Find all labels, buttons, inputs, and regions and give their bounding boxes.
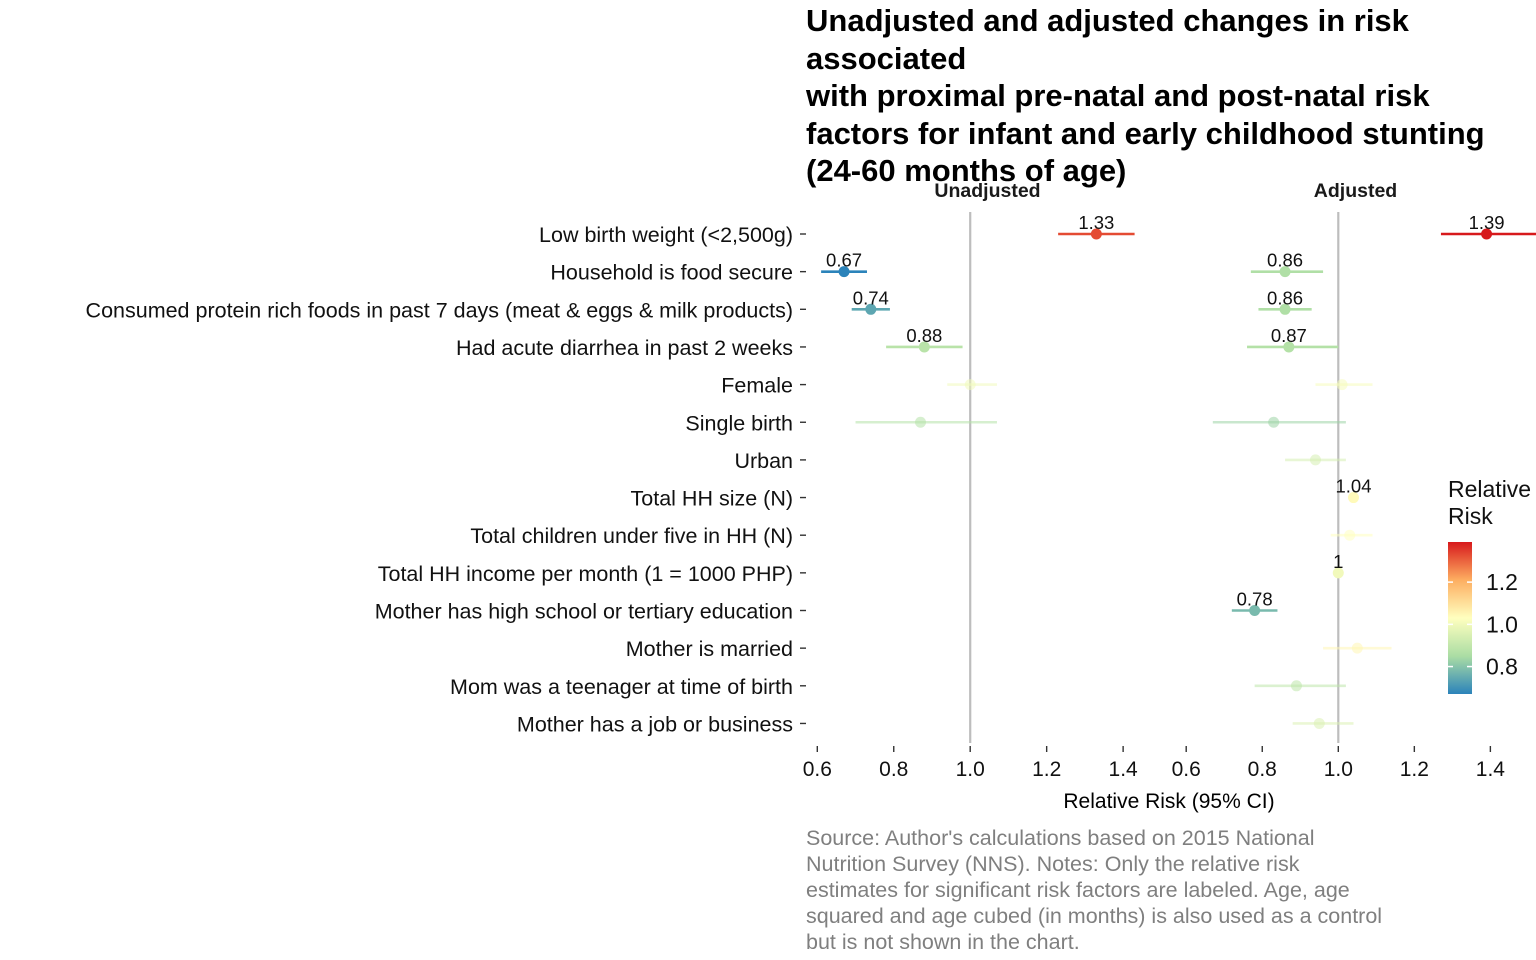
data-label: 1 (1333, 551, 1343, 572)
x-tick-label: 1.2 (1032, 758, 1061, 781)
point-estimate (1279, 266, 1291, 278)
legend-tick-label: 1.0 (1486, 611, 1518, 637)
y-tick-label: Total HH income per month (1 = 1000 PHP) (378, 562, 793, 586)
y-tick-label: Mom was a teenager at time of birth (450, 675, 793, 699)
data-label: 0.87 (1271, 325, 1307, 346)
data-label: 0.86 (1267, 287, 1303, 308)
y-tick-label: Mother is married (626, 637, 793, 661)
point-estimate (1351, 642, 1363, 654)
data-label: 0.67 (826, 250, 862, 271)
x-tick-label: 1.4 (1476, 758, 1506, 781)
legend-colorbar (1448, 542, 1472, 694)
y-tick-label: Consumed protein rich foods in past 7 da… (86, 298, 793, 322)
point-estimate (1283, 341, 1295, 353)
point-estimate (1313, 717, 1325, 729)
point-estimate (1309, 454, 1321, 466)
y-tick-label: Single birth (685, 411, 793, 435)
y-tick-label: Mother has high school or tertiary educa… (375, 600, 793, 624)
y-tick-label: Had acute diarrhea in past 2 weeks (456, 336, 793, 360)
point-estimate (964, 379, 976, 391)
y-tick-label: Low birth weight (<2,500g) (539, 223, 793, 247)
data-label: 1.33 (1078, 212, 1114, 233)
panel-strip-label: Unadjusted (934, 180, 1040, 202)
x-tick-label: 1.2 (1400, 758, 1429, 781)
data-label: 0.78 (1237, 589, 1273, 610)
legend-title: Relative Risk (1448, 476, 1531, 529)
data-label: 0.86 (1267, 250, 1303, 271)
x-tick-label: 1.0 (1324, 758, 1353, 781)
point-estimate (1348, 492, 1359, 504)
point-estimate (1249, 605, 1261, 616)
point-estimate (1290, 680, 1302, 692)
panel-strip-label: Adjusted (1314, 180, 1397, 202)
point-estimate (1336, 379, 1348, 391)
x-tick-label: 0.6 (803, 758, 832, 781)
legend-tick-label: 0.8 (1486, 654, 1518, 680)
y-tick-label: Urban (734, 449, 793, 473)
data-label: 1.39 (1469, 212, 1505, 233)
point-estimate (1332, 567, 1344, 579)
data-label: 1.04 (1335, 476, 1371, 497)
chart-title: Unadjusted and adjusted changes in risk … (806, 3, 1485, 188)
x-tick-label: 0.6 (1172, 758, 1201, 781)
point-estimate (1344, 529, 1356, 541)
y-tick-label: Total children under five in HH (N) (470, 524, 793, 548)
y-tick-label: Total HH size (N) (631, 487, 793, 511)
legend-tick-label: 1.2 (1486, 569, 1518, 595)
data-label: 0.74 (853, 287, 889, 308)
x-axis-label: Relative Risk (95% CI) (1063, 790, 1274, 813)
point-estimate (918, 341, 930, 353)
point-estimate (1090, 228, 1102, 240)
y-tick-label: Female (721, 374, 793, 398)
x-tick-label: 0.8 (879, 758, 908, 781)
x-tick-label: 1.0 (956, 758, 985, 781)
point-estimate (838, 266, 850, 278)
point-estimate (865, 303, 877, 315)
point-estimate (915, 416, 927, 428)
y-tick-label: Household is food secure (550, 261, 793, 285)
x-tick-label: 1.4 (1109, 758, 1139, 781)
y-tick-label: Mother has a job or business (517, 712, 793, 736)
chart-caption: Source: Author's calculations based on 2… (806, 826, 1383, 954)
point-estimate (1268, 416, 1280, 428)
point-estimate (1481, 228, 1493, 240)
point-estimate (1279, 303, 1291, 315)
data-label: 0.88 (906, 325, 942, 346)
x-tick-label: 0.8 (1248, 758, 1277, 781)
